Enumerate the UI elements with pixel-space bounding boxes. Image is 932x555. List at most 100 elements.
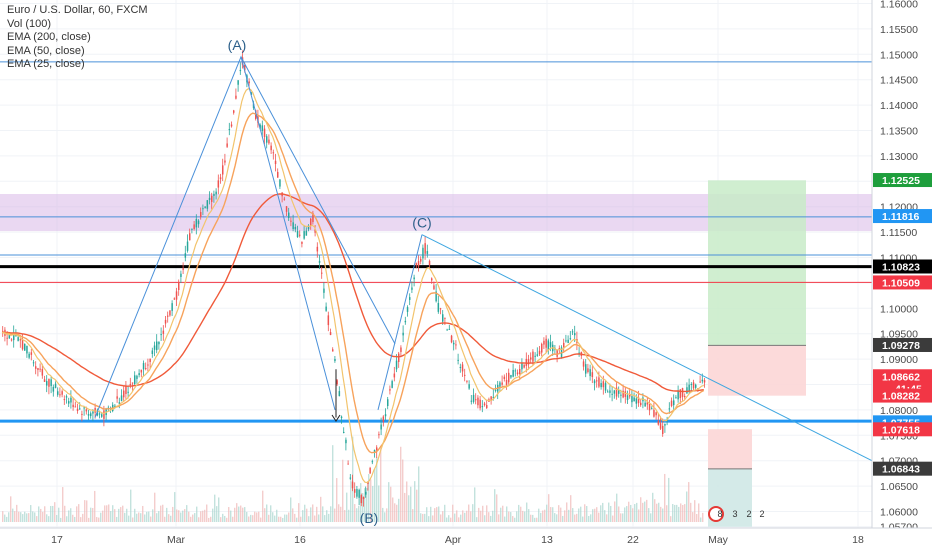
candle-body	[677, 390, 679, 400]
candle-body	[65, 396, 68, 398]
volume-bar	[582, 516, 584, 522]
candle-body	[30, 352, 33, 355]
volume-bar	[38, 506, 40, 522]
candle-body	[266, 136, 268, 143]
volume-bar	[56, 514, 58, 522]
volume-bar	[402, 459, 404, 522]
candle-body	[307, 225, 310, 230]
volume-bar	[210, 516, 212, 522]
volume-bar	[324, 515, 326, 522]
candle-body	[272, 152, 275, 154]
candle-body	[235, 95, 237, 99]
price-tick-label: 1.06000	[880, 507, 918, 519]
time-tick-label: 13	[541, 534, 553, 546]
price-tick-label: 1.15000	[880, 49, 918, 61]
volume-bar	[672, 504, 674, 522]
candle-body	[250, 92, 253, 95]
volume-bar	[58, 507, 60, 522]
price-tick-label: 1.11500	[880, 227, 917, 239]
candle-body	[527, 359, 530, 365]
volume-bar	[296, 517, 298, 522]
volume-bar	[542, 510, 544, 522]
price-tick-label: 1.15500	[880, 24, 918, 36]
volume-bar	[378, 485, 380, 522]
candle-body	[675, 397, 677, 399]
candle-body	[138, 373, 140, 376]
volume-bar	[524, 511, 526, 522]
candle-body	[547, 340, 550, 351]
candle-body	[483, 403, 486, 406]
volume-bar	[588, 515, 590, 522]
wave-lines: (A)(B)(C)8 3 2 2	[94, 37, 873, 526]
time-tick-label: 22	[627, 534, 639, 546]
volume-bar	[52, 505, 54, 522]
price-tick-label: 1.09500	[880, 329, 918, 341]
volume-bar	[488, 512, 490, 522]
volume-bar	[188, 511, 190, 522]
price-badge	[873, 275, 932, 290]
volume-bar	[344, 510, 346, 522]
volume-bar	[432, 515, 434, 522]
volume-bar	[404, 492, 406, 522]
candle-body	[695, 384, 697, 388]
candle-body	[387, 399, 389, 407]
volume-bar	[442, 511, 444, 522]
volume-bar	[394, 503, 396, 522]
candle-body	[431, 278, 433, 281]
volume-bar	[506, 506, 508, 522]
time-axis-bg	[0, 528, 932, 550]
volume-bar	[66, 516, 68, 522]
event-badge-count: 8	[717, 509, 722, 519]
candle-body	[145, 368, 147, 370]
candle-body	[87, 413, 90, 416]
volume-bar	[224, 515, 226, 522]
volume-bar	[664, 473, 666, 522]
volume-bar	[448, 515, 450, 522]
volume-bar	[478, 507, 480, 522]
volume-bar	[236, 503, 238, 522]
candle-body	[314, 229, 316, 233]
volume-bar	[510, 512, 512, 522]
event-badge-count: 2	[746, 509, 751, 519]
volume-bar	[416, 489, 418, 522]
candle-body	[411, 287, 413, 290]
volume-bar	[148, 511, 150, 522]
candle-body	[657, 420, 660, 425]
ema200-indicator-label[interactable]: EMA (200, close)	[7, 31, 91, 44]
volume-bar	[598, 512, 600, 522]
volume-bar	[98, 517, 100, 522]
volume-bar	[46, 514, 48, 522]
volume-bar	[264, 508, 266, 522]
candle-body	[140, 369, 143, 373]
volume-bar	[260, 517, 262, 522]
volume-bar	[406, 481, 408, 522]
candle-body	[6, 337, 8, 339]
candle-body	[468, 384, 470, 389]
volume-bar	[214, 494, 216, 522]
ema50-indicator-label[interactable]: EMA (50, close)	[7, 44, 85, 57]
volume-bar	[658, 502, 660, 522]
price-axis-bg	[872, 0, 932, 550]
time-axis: 17 Mar 16 Apr 13 22 May 18	[0, 527, 932, 550]
candle-body	[244, 65, 246, 71]
volume-bar	[162, 504, 164, 522]
volume-bar	[276, 509, 278, 522]
volume-bar	[356, 508, 358, 522]
candle-body	[455, 344, 457, 346]
price-tick-label: 1.13500	[880, 126, 918, 138]
candle-body	[343, 431, 345, 434]
volume-indicator-label[interactable]: Vol (100)	[7, 17, 52, 30]
volume-bar	[102, 510, 104, 522]
chart-legend: Euro / U.S. Dollar, 60, FXCM Vol (100) E…	[7, 4, 148, 72]
symbol-title[interactable]: Euro / U.S. Dollar, 60, FXCM	[7, 4, 148, 16]
volume-bar	[12, 508, 14, 522]
candle-body	[536, 354, 539, 356]
candle-body	[76, 408, 79, 411]
candle-body	[413, 277, 415, 280]
ema25-indicator-label[interactable]: EMA (25, close)	[7, 58, 85, 71]
wave-label-0: (A)	[228, 37, 247, 53]
candle-body	[96, 412, 99, 416]
volume-bar	[642, 502, 644, 522]
